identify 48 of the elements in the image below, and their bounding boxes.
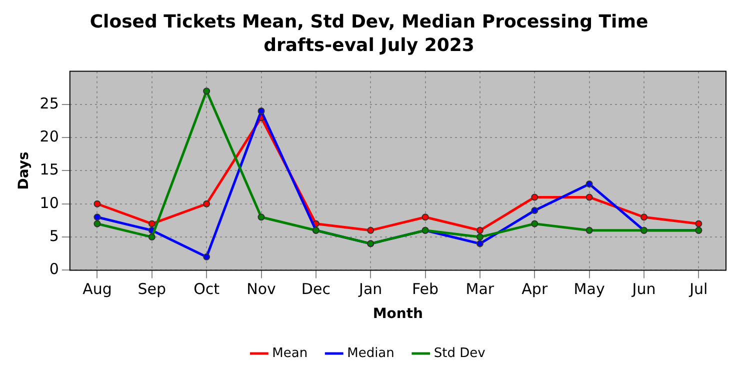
x-tick-label: Sep [138,280,166,298]
y-tick-label: 20 [40,127,59,146]
y-tick-label: 0 [49,260,59,278]
point [695,220,702,228]
point [476,226,484,234]
x-tick-label: May [574,280,605,298]
chart-subtitle: drafts-eval July 2023 [264,35,474,56]
point [94,214,101,221]
x-tick-label: Jun [631,280,656,298]
x-tick-label: Dec [301,280,330,298]
point [586,180,593,188]
point [94,200,101,208]
point [203,88,210,95]
point [203,200,210,208]
point [531,194,538,201]
point [148,234,156,241]
point [531,207,538,214]
point [422,214,429,221]
legend-label: Median [347,346,394,361]
point [531,220,538,228]
x-tick-label: Jan [358,280,382,298]
x-tick-label: Mar [466,280,495,298]
x-tick-label: Oct [194,280,220,298]
x-tick-label: Aug [82,280,112,298]
point [586,194,593,201]
y-tick-label: 25 [40,94,59,112]
x-axis-title: Month [372,306,424,322]
point [258,108,265,114]
legend-label: Mean [272,346,308,361]
point [94,220,101,228]
y-tick-label: 5 [49,226,59,245]
point [203,253,210,260]
chart-title: Closed Tickets Mean, Std Dev, Median Processing Time [90,11,648,32]
point [476,240,484,248]
point [586,226,593,234]
y-tick-label: 10 [40,194,59,212]
x-tick-label: Nov [246,280,276,298]
point [258,214,265,221]
point [640,214,648,221]
point [148,220,156,228]
x-tick-label: Apr [522,280,548,298]
x-tick-label: Feb [412,280,439,298]
point [367,226,374,234]
legend-label: Std Dev [434,346,486,361]
x-tick-label: Jul [688,280,708,298]
y-tick-label: 15 [40,160,59,179]
y-axis-title: Days [16,152,32,190]
point [476,234,484,241]
